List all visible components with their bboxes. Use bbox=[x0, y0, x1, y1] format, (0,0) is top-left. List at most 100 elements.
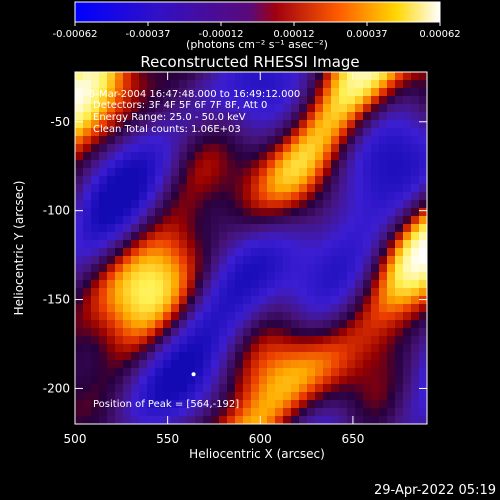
heatmap-cell bbox=[115, 208, 124, 217]
heatmap-cell bbox=[91, 232, 100, 241]
heatmap-cell bbox=[107, 416, 116, 424]
heatmap-cell bbox=[99, 232, 108, 241]
heatmap-cell bbox=[219, 216, 228, 225]
heatmap-cell bbox=[227, 264, 236, 273]
heatmap-cell bbox=[187, 240, 196, 249]
heatmap-cell bbox=[131, 224, 140, 233]
heatmap-cell bbox=[243, 80, 252, 89]
heatmap-cell bbox=[155, 240, 164, 249]
heatmap-cell bbox=[163, 176, 172, 185]
heatmap-cell bbox=[379, 88, 388, 97]
heatmap-cell bbox=[339, 224, 348, 233]
heatmap-cell bbox=[355, 336, 364, 345]
heatmap-cell bbox=[131, 200, 140, 209]
heatmap-cell bbox=[251, 168, 260, 177]
heatmap-cell bbox=[387, 144, 396, 153]
x-axis-label: Heliocentric X (arcsec) bbox=[189, 447, 325, 461]
heatmap-cell bbox=[419, 400, 427, 409]
heatmap-cell bbox=[419, 296, 427, 305]
heatmap-cell bbox=[83, 352, 92, 361]
heatmap-cell bbox=[307, 408, 316, 417]
heatmap-cell bbox=[131, 304, 140, 313]
heatmap-cell bbox=[363, 240, 372, 249]
heatmap-cell bbox=[387, 104, 396, 113]
heatmap-cell bbox=[379, 248, 388, 257]
heatmap-cell bbox=[331, 368, 340, 377]
heatmap-cell bbox=[275, 312, 284, 321]
heatmap-cell bbox=[139, 272, 148, 281]
heatmap-cell bbox=[251, 176, 260, 185]
heatmap-cell bbox=[187, 96, 196, 105]
heatmap-cell bbox=[259, 232, 268, 241]
heatmap-cell bbox=[131, 240, 140, 249]
colorbar bbox=[74, 1, 441, 23]
heatmap-cell bbox=[363, 216, 372, 225]
heatmap-cell bbox=[243, 408, 252, 417]
heatmap-cell bbox=[187, 336, 196, 345]
heatmap-cell bbox=[283, 384, 292, 393]
heatmap-cell bbox=[419, 240, 427, 249]
heatmap-cell bbox=[211, 200, 220, 209]
heatmap-cell bbox=[379, 168, 388, 177]
heatmap-cell bbox=[91, 304, 100, 313]
heatmap-cell bbox=[363, 392, 372, 401]
heatmap-cell bbox=[83, 272, 92, 281]
heatmap-cell bbox=[147, 128, 156, 137]
heatmap-cell bbox=[387, 240, 396, 249]
heatmap-cell bbox=[323, 168, 332, 177]
heatmap-cell bbox=[227, 400, 236, 409]
heatmap-cell bbox=[107, 336, 116, 345]
heatmap-cell bbox=[75, 408, 84, 417]
heatmap-cell bbox=[275, 200, 284, 209]
heatmap-cell bbox=[211, 280, 220, 289]
heatmap-cell bbox=[179, 264, 188, 273]
y-tick-label: -150 bbox=[43, 293, 70, 307]
heatmap-cell bbox=[259, 112, 268, 121]
heatmap-cell bbox=[419, 344, 427, 353]
heatmap-cell bbox=[75, 344, 84, 353]
heatmap-cell bbox=[323, 144, 332, 153]
heatmap-cell bbox=[363, 336, 372, 345]
heatmap-cell bbox=[331, 232, 340, 241]
heatmap-cell bbox=[163, 168, 172, 177]
heatmap-cell bbox=[259, 288, 268, 297]
heatmap-cell bbox=[243, 384, 252, 393]
heatmap-cell bbox=[155, 296, 164, 305]
heatmap-cell bbox=[251, 256, 260, 265]
heatmap-cell bbox=[139, 328, 148, 337]
heatmap-cell bbox=[211, 152, 220, 161]
heatmap-cell bbox=[99, 208, 108, 217]
heatmap-cell bbox=[347, 96, 356, 105]
heatmap-cell bbox=[323, 280, 332, 289]
heatmap-cell bbox=[315, 408, 324, 417]
heatmap-cell bbox=[91, 256, 100, 265]
heatmap-cell bbox=[179, 344, 188, 353]
heatmap-cell bbox=[139, 160, 148, 169]
heatmap-cell bbox=[115, 336, 124, 345]
heatmap-cell bbox=[307, 200, 316, 209]
heatmap-cell bbox=[387, 248, 396, 257]
heatmap-cell bbox=[363, 168, 372, 177]
heatmap-cell bbox=[251, 208, 260, 217]
heatmap-cell bbox=[411, 320, 420, 329]
heatmap-cell bbox=[219, 272, 228, 281]
heatmap-cell bbox=[171, 392, 180, 401]
heatmap-cell bbox=[275, 144, 284, 153]
heatmap-cell bbox=[99, 256, 108, 265]
heatmap-cell bbox=[227, 320, 236, 329]
heatmap-cell bbox=[307, 328, 316, 337]
heatmap-cell bbox=[99, 192, 108, 201]
heatmap-cell bbox=[187, 160, 196, 169]
heatmap-cell bbox=[235, 80, 244, 89]
heatmap-cell bbox=[315, 96, 324, 105]
heatmap-cell bbox=[395, 296, 404, 305]
heatmap-cell bbox=[355, 416, 364, 424]
heatmap-cell bbox=[195, 304, 204, 313]
heatmap-cell bbox=[283, 232, 292, 241]
heatmap-cell bbox=[411, 416, 420, 424]
heatmap-cell bbox=[291, 376, 300, 385]
heatmap-cell bbox=[107, 248, 116, 257]
heatmap-cell bbox=[379, 360, 388, 369]
heatmap-cell bbox=[411, 400, 420, 409]
heatmap-cell bbox=[251, 120, 260, 129]
